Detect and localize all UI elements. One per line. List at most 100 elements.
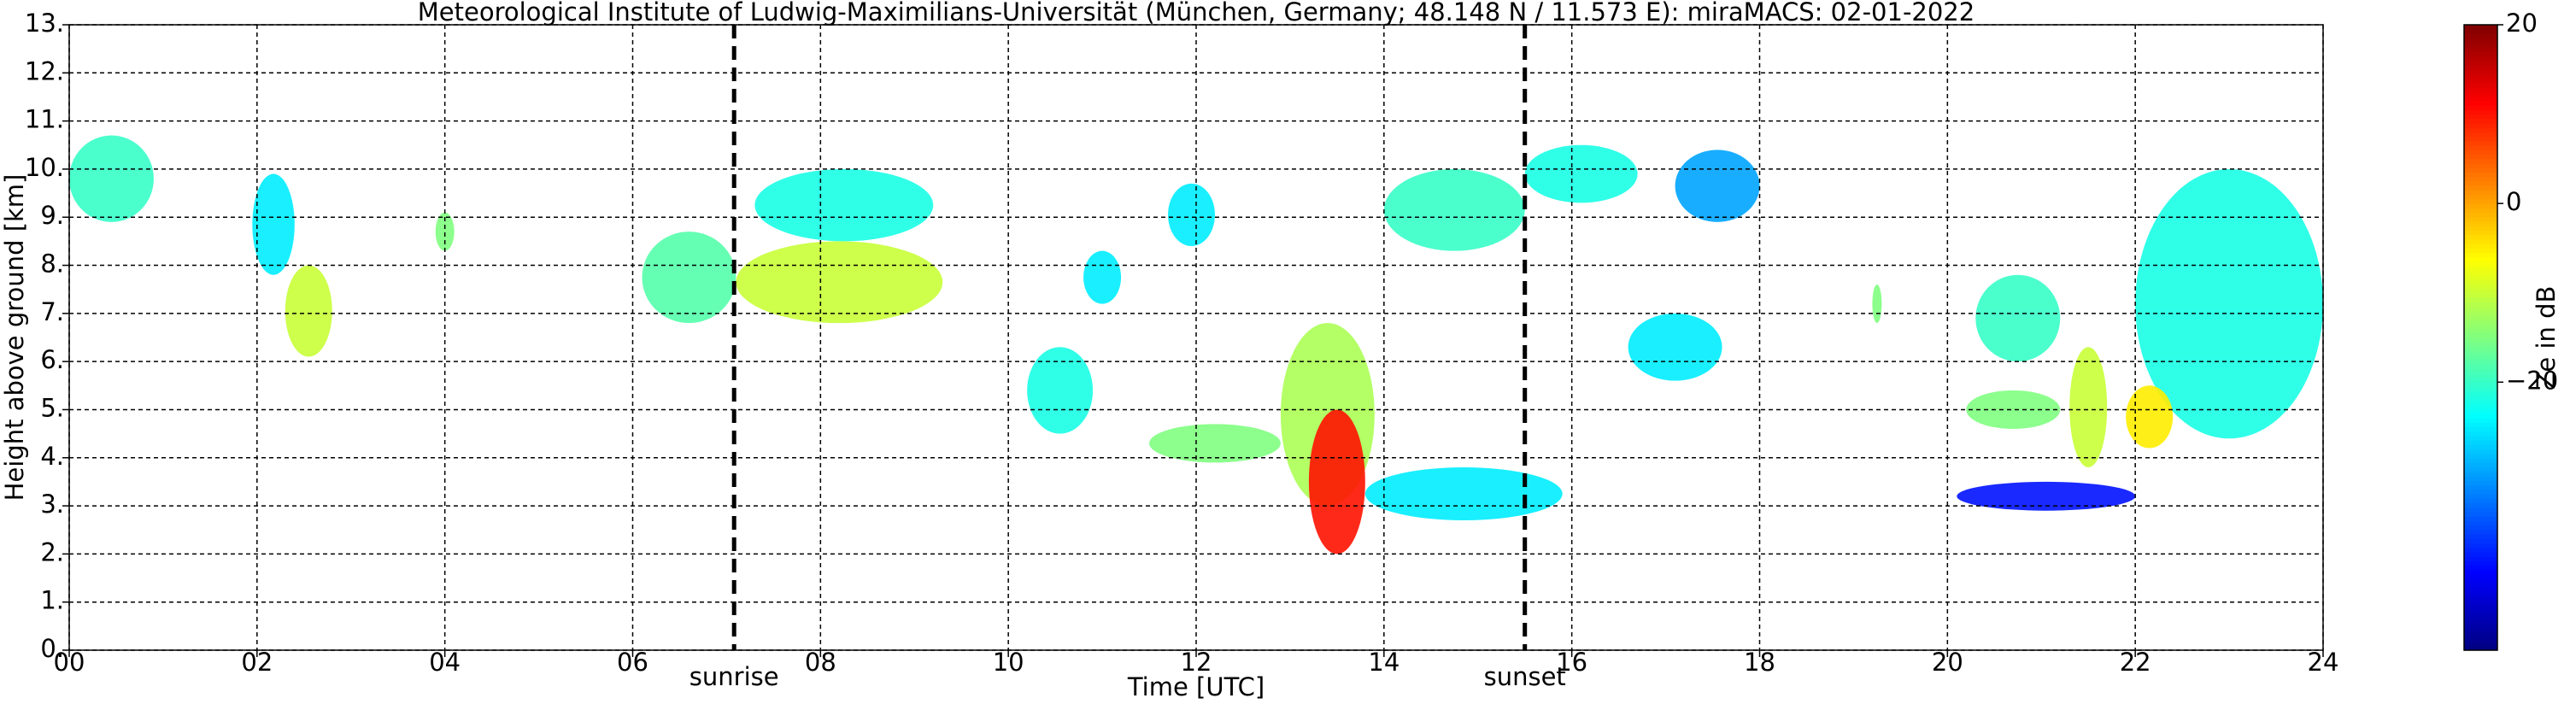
colorbar-tick-label: 0 — [2506, 187, 2521, 216]
colorbar-cell — [2464, 56, 2497, 62]
colorbar-cell — [2464, 373, 2497, 378]
y-tick-label: 5. — [40, 393, 64, 422]
colorbar-cell — [2464, 194, 2497, 200]
colorbar-cell — [2464, 163, 2497, 168]
colorbar-cell — [2464, 252, 2497, 258]
annotation-label: sunrise — [689, 662, 779, 691]
colorbar-frame — [2463, 24, 2498, 651]
colorbar-cell — [2464, 431, 2497, 437]
colorbar-cell — [2464, 596, 2497, 602]
x-tick-label: 18 — [1744, 648, 1775, 677]
colorbar-cell — [2464, 96, 2497, 102]
colorbar-cell — [2464, 87, 2497, 93]
colorbar-cell — [2464, 601, 2497, 607]
colorbar-cell — [2464, 453, 2497, 459]
y-tick-label: 9. — [40, 201, 64, 230]
colorbar-cell — [2464, 587, 2497, 593]
colorbar-cell — [2464, 386, 2497, 392]
colorbar-cell — [2464, 534, 2497, 539]
colorbar-cell — [2464, 355, 2497, 361]
colorbar-cell — [2464, 140, 2497, 146]
x-tick-label: 12 — [1181, 648, 1212, 677]
y-tick-label: 8. — [40, 249, 64, 279]
y-tick-label: 12. — [25, 56, 64, 85]
colorbar-cell — [2464, 234, 2497, 240]
colorbar-cell — [2464, 230, 2497, 236]
colorbar-cell — [2464, 284, 2497, 290]
colorbar-cell — [2464, 176, 2497, 182]
colorbar-cell — [2464, 29, 2497, 35]
echo — [1524, 144, 1638, 203]
colorbar-tick-label: −20 — [2506, 366, 2558, 395]
colorbar-cell — [2464, 328, 2497, 334]
colorbar-cell — [2464, 78, 2497, 84]
colorbar-cell — [2464, 190, 2497, 196]
y-tick-label: 0. — [40, 634, 64, 663]
colorbar-cell — [2464, 306, 2497, 312]
echo — [1149, 424, 1281, 463]
colorbar-cell — [2464, 65, 2497, 70]
colorbar-cell — [2464, 198, 2497, 204]
colorbar-cell — [2464, 33, 2497, 39]
colorbar-cell — [2464, 641, 2497, 647]
colorbar-cell — [2464, 172, 2497, 178]
colorbar-cell — [2464, 360, 2497, 365]
colorbar-cell — [2464, 42, 2497, 48]
colorbar-cell — [2464, 632, 2497, 637]
colorbar-cell — [2464, 368, 2497, 374]
echo — [1975, 274, 2061, 362]
colorbar-cell — [2464, 261, 2497, 267]
colorbar-label: Ze in dB — [2532, 286, 2561, 390]
colorbar-cell — [2464, 637, 2497, 642]
colorbar-cell — [2464, 279, 2497, 285]
colorbar-cell — [2464, 60, 2497, 66]
colorbar-cell — [2464, 158, 2497, 164]
colorbar-cell — [2464, 136, 2497, 142]
colorbar-cell — [2464, 82, 2497, 88]
colorbar-cell — [2464, 569, 2497, 575]
colorbar-cell — [2464, 520, 2497, 526]
colorbar-cell — [2464, 444, 2497, 450]
colorbar-cell — [2464, 91, 2497, 97]
x-tick-label: 08 — [805, 648, 836, 677]
colorbar-cell — [2464, 109, 2497, 115]
colorbar-cell — [2464, 484, 2497, 490]
echo — [1364, 467, 1563, 520]
colorbar-cell — [2464, 560, 2497, 566]
colorbar-cell — [2464, 105, 2497, 110]
colorbar-cell — [2464, 167, 2497, 173]
echo — [1168, 183, 1215, 247]
colorbar-cell — [2464, 476, 2497, 481]
echo — [1872, 285, 1882, 324]
y-tick-label: 11. — [25, 105, 64, 134]
colorbar-cell — [2464, 619, 2497, 625]
y-tick-label: 3. — [40, 490, 64, 519]
colorbar-cell — [2464, 458, 2497, 463]
colorbar-cell — [2464, 449, 2497, 455]
colorbar-cell — [2464, 516, 2497, 521]
echo — [1628, 313, 1722, 381]
colorbar-cell — [2464, 114, 2497, 120]
colorbar-cell — [2464, 422, 2497, 428]
colorbar-cell — [2464, 221, 2497, 226]
colorbar-cell — [2464, 25, 2497, 30]
echo — [1675, 150, 1760, 222]
colorbar-cell — [2464, 238, 2497, 244]
colorbar-tick-label: 20 — [2506, 9, 2538, 38]
echo — [2069, 347, 2108, 468]
colorbar-cell — [2464, 645, 2497, 651]
colorbar-cell — [2464, 154, 2497, 160]
annotation-label: sunset — [1484, 662, 1566, 691]
colorbar-cell — [2464, 203, 2497, 208]
x-tick-label: 16 — [1556, 648, 1587, 677]
colorbar-cell — [2464, 118, 2497, 124]
colorbar-cell — [2464, 51, 2497, 57]
colorbar-cell — [2464, 538, 2497, 544]
colorbar-cell — [2464, 47, 2497, 52]
colorbar-cell — [2464, 378, 2497, 383]
chart-title: Meteorological Institute of Ludwig-Maxim… — [418, 0, 1975, 26]
colorbar-cell — [2464, 337, 2497, 343]
x-tick-label: 24 — [2308, 648, 2339, 677]
colorbar-cell — [2464, 609, 2497, 615]
colorbar-cell — [2464, 529, 2497, 535]
